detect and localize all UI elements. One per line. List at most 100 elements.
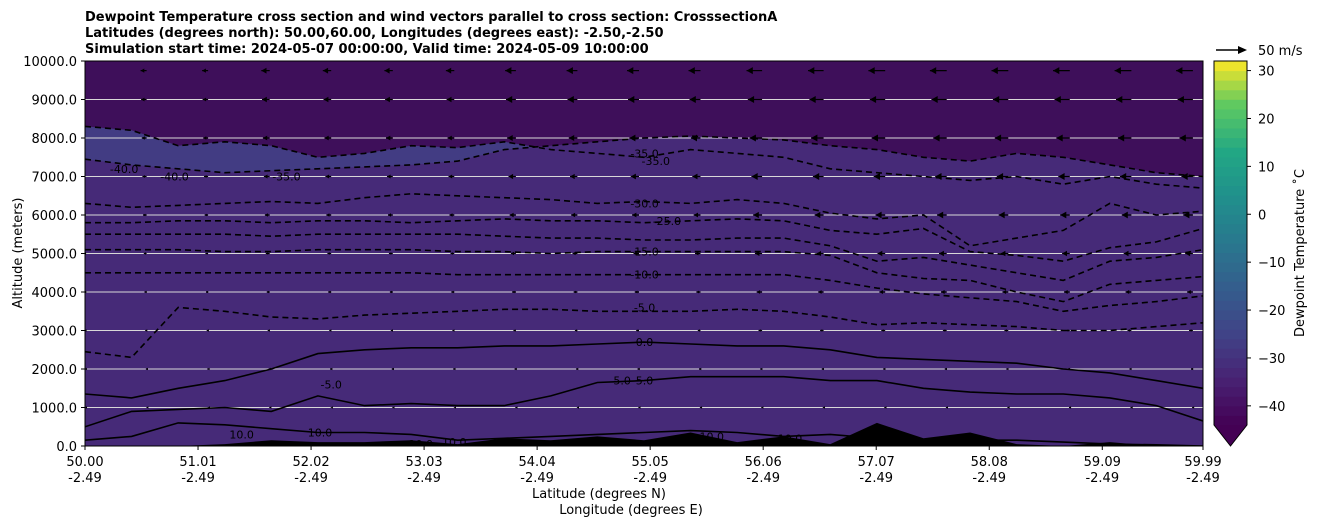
wind-vector-head (873, 173, 880, 180)
contour-label: -30.0 (630, 197, 658, 210)
wind-vector-head (391, 367, 394, 371)
wind-vector-head (386, 135, 391, 141)
wind-vector-head (699, 406, 703, 409)
y-tick-label: 8000.0 (32, 132, 78, 147)
contour-lines (85, 125, 1203, 446)
colorbar-segment (1214, 290, 1247, 301)
wind-vector-head (1000, 250, 1006, 257)
x-tick-label-lat: 50.00 (66, 455, 103, 470)
wind-vector-head (998, 211, 1005, 219)
contour-label: 10.0 (229, 428, 254, 441)
wind-vector-head (325, 174, 330, 179)
contour-label: 5.0 (636, 375, 654, 388)
contour-label: 10.0 (778, 432, 803, 445)
colorbar-segment (1214, 329, 1247, 340)
wind-vector-head (573, 290, 576, 294)
wind-vector-head (515, 406, 518, 409)
wind-vector-head (695, 251, 699, 256)
wind-vector-head (448, 174, 453, 179)
wind-vector-head (1007, 406, 1010, 409)
x-tick-label-lon: -2.49 (859, 471, 893, 486)
x-tick-label-lat: 53.03 (405, 455, 442, 470)
wind-vector-head (816, 251, 821, 256)
wind-vector-head (389, 290, 392, 294)
wind-vector-head (1127, 329, 1130, 332)
wind-vector-head (513, 329, 516, 332)
wind-vector-head (1125, 290, 1130, 294)
wind-vector-head (144, 290, 147, 294)
wind-vector-head (267, 329, 270, 332)
wind-vector-head (634, 290, 638, 294)
wind-vector-head (1177, 96, 1184, 103)
colorbar-segment (1214, 377, 1247, 388)
wind-vector-head (570, 173, 575, 180)
wind-vector-head (632, 212, 637, 218)
colorbar-label: Dewpoint Temperature ˚C (1292, 169, 1308, 337)
wind-vector-head (1185, 250, 1191, 257)
colorbar-tick-label: 10 (1258, 160, 1275, 175)
colorbar-tick-label: −30 (1258, 352, 1285, 367)
wind-vector-head (1187, 290, 1191, 294)
wind-vector-head (269, 406, 272, 409)
colorbar-segment (1214, 396, 1247, 407)
contour-label: -5.0 (634, 301, 655, 314)
wind-vector-head (1002, 290, 1007, 294)
colorbar-segment (1214, 108, 1247, 119)
wind-vector-head (689, 96, 696, 103)
colorbar: 30 20 10 0 −10 −20 −30 −40 (1213, 60, 1285, 447)
wind-vector-head (145, 329, 148, 332)
colorbar-segment (1214, 405, 1247, 416)
wind-vector-head (261, 67, 267, 74)
wind-vector-head (324, 135, 329, 141)
contour-label: 5.0 (613, 375, 631, 388)
wind-vector-head (262, 135, 268, 141)
wind-vector-head (510, 251, 514, 256)
chart-title-line-3: Simulation start time: 2024-05-07 00:00:… (85, 42, 649, 57)
wind-vector-head (871, 134, 878, 142)
wind-vector-head (141, 136, 145, 140)
wind-vector-head (576, 406, 579, 409)
wind-vector-head (452, 329, 455, 332)
x-tick-label-lat: 59.09 (1084, 455, 1121, 470)
wind-vector-head (1066, 329, 1069, 332)
chart-title-line-2: Latitudes (degrees north): 50.00,60.00, … (85, 26, 664, 41)
wind-vector-head (203, 136, 207, 140)
wind-vector-head (879, 290, 883, 294)
colorbar-tick-label: 20 (1258, 112, 1275, 127)
wind-vector-head (1191, 367, 1194, 371)
wind-vector-head (760, 367, 763, 371)
x-tick-label-lat: 58.08 (971, 455, 1008, 470)
wind-vector-head (1123, 250, 1129, 257)
wind-vector-head (935, 173, 942, 180)
wind-vector-head (453, 367, 456, 371)
x-tick-label-lon: -2.49 (407, 471, 441, 486)
wind-vector-head (939, 250, 944, 257)
wind-vector-head (141, 97, 145, 102)
wind-vector-head (937, 211, 944, 219)
wind-vector-head (808, 67, 815, 75)
wind-vector-head (1179, 134, 1186, 142)
wind-vector-head (202, 97, 207, 102)
contour-line (85, 375, 1203, 428)
contour-label: 0.0 (636, 336, 654, 349)
wind-vector-head (942, 329, 946, 332)
wind-vector-head (384, 67, 390, 74)
chart-title-line-1: Dewpoint Temperature cross section and w… (85, 10, 777, 25)
wind-vector-head (1004, 329, 1007, 332)
wind-vector-head (996, 173, 1004, 180)
wind-vector-head (627, 67, 634, 75)
x-axis-label: Latitude (degrees N) (532, 487, 666, 502)
wind-vector-head (881, 329, 884, 332)
wind-vector-head (385, 96, 390, 103)
x-tick-label-lon: -2.49 (1085, 471, 1119, 486)
wind-vector-head (753, 211, 759, 219)
wind-vector-head (262, 96, 267, 103)
wind-vector-head (1058, 173, 1065, 180)
contour-label: -25.0 (653, 215, 681, 228)
colorbar-segment (1214, 319, 1247, 330)
wind-vector-head (330, 406, 333, 409)
wind-vector-head (820, 329, 823, 332)
wind-vector-head (868, 67, 875, 75)
contour-label: -15.0 (630, 246, 658, 259)
wind-vector-head (637, 367, 640, 371)
